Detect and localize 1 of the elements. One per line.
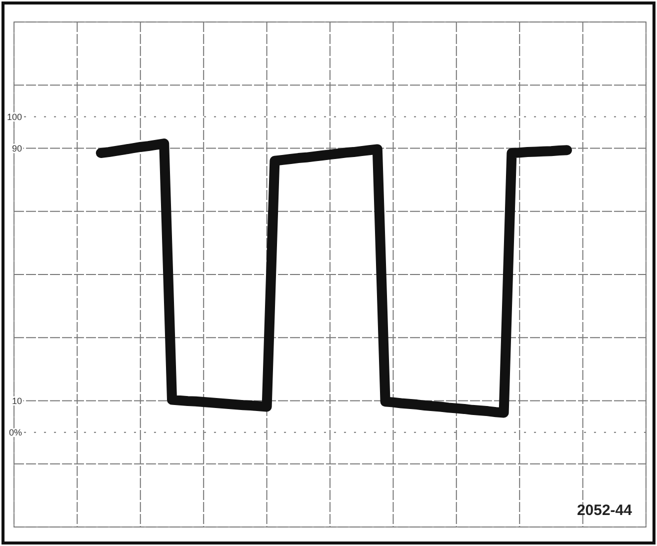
annotation: 2052-44	[576, 502, 633, 519]
